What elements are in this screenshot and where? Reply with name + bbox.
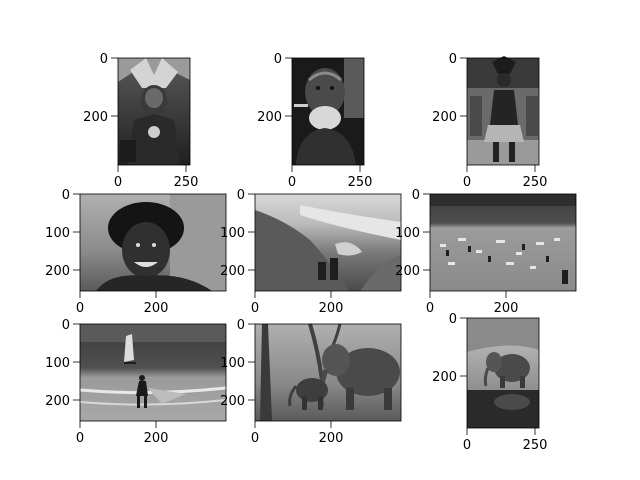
panel-5: 0 200 0 100 200 xyxy=(220,188,402,316)
panel-2-ytick-1: 200 xyxy=(257,110,282,125)
panel-1-xtick-1: 250 xyxy=(174,175,199,190)
panel-6-xtick-0: 0 xyxy=(426,301,434,316)
panel-2: 0 250 0 200 xyxy=(257,52,372,190)
panel-7-xtick-1: 200 xyxy=(144,431,169,446)
photo-tribal-warrior-full xyxy=(467,56,539,165)
panel-1: 0 250 0 200 xyxy=(83,52,198,190)
panel-9-ytick-1: 200 xyxy=(432,370,457,385)
panel-7-ytick-2: 200 xyxy=(45,394,70,409)
panel-6-ytick-0: 0 xyxy=(412,188,420,203)
panel-4-ytick-1: 100 xyxy=(45,226,70,241)
photo-elephants xyxy=(255,323,401,421)
panel-7-xtick-0: 0 xyxy=(76,431,84,446)
panel-4: 0 200 0 100 200 xyxy=(45,188,227,316)
panel-7: 0 200 0 100 200 xyxy=(45,318,227,446)
panel-9: 0 250 0 200 xyxy=(432,312,547,453)
panel-7-ytick-0: 0 xyxy=(62,318,70,333)
panel-8-ytick-2: 200 xyxy=(220,394,245,409)
panel-5-ytick-0: 0 xyxy=(237,188,245,203)
photo-tribal-man-headdress xyxy=(118,58,190,165)
panel-3-xtick-0: 0 xyxy=(463,175,471,190)
photo-elephant-waterhole xyxy=(467,318,539,428)
panel-8: 0 200 0 100 200 xyxy=(220,318,402,446)
panel-7-ytick-1: 100 xyxy=(45,356,70,371)
panel-8-ytick-0: 0 xyxy=(237,318,245,333)
panel-6-ytick-2: 200 xyxy=(395,264,420,279)
panel-5-xtick-1: 200 xyxy=(319,301,344,316)
panel-9-ytick-0: 0 xyxy=(449,312,457,327)
photo-elder-portrait xyxy=(292,58,364,165)
panel-2-xtick-1: 250 xyxy=(348,175,373,190)
panel-2-ytick-0: 0 xyxy=(274,52,282,67)
panel-3: 0 250 0 200 xyxy=(432,52,547,190)
panel-1-ytick-1: 200 xyxy=(83,110,108,125)
panel-5-ytick-1: 100 xyxy=(220,226,245,241)
panel-3-ytick-0: 0 xyxy=(449,52,457,67)
panel-8-xtick-0: 0 xyxy=(251,431,259,446)
panel-6: 0 200 0 100 200 xyxy=(395,188,577,316)
panel-4-xtick-0: 0 xyxy=(76,301,84,316)
panel-6-xtick-1: 200 xyxy=(494,301,519,316)
panel-3-ytick-1: 200 xyxy=(432,110,457,125)
panel-1-xtick-0: 0 xyxy=(114,175,122,190)
panel-2-xtick-0: 0 xyxy=(288,175,296,190)
photo-crowded-beach xyxy=(430,194,576,291)
panel-5-xtick-0: 0 xyxy=(251,301,259,316)
panel-3-xtick-1: 250 xyxy=(523,175,548,190)
photo-coastal-dunes xyxy=(255,194,401,291)
panel-9-xtick-1: 250 xyxy=(523,438,548,453)
photo-windsurfer-beach xyxy=(79,324,227,421)
panel-4-ytick-2: 200 xyxy=(45,264,70,279)
panel-9-xtick-0: 0 xyxy=(463,438,471,453)
panel-8-ytick-1: 100 xyxy=(220,356,245,371)
panel-6-ytick-1: 100 xyxy=(395,226,420,241)
panel-8-xtick-1: 200 xyxy=(319,431,344,446)
panel-1-ytick-0: 0 xyxy=(100,52,108,67)
panel-4-ytick-0: 0 xyxy=(62,188,70,203)
photo-smiling-man xyxy=(80,194,226,291)
panel-4-xtick-1: 200 xyxy=(144,301,169,316)
panel-5-ytick-2: 200 xyxy=(220,264,245,279)
